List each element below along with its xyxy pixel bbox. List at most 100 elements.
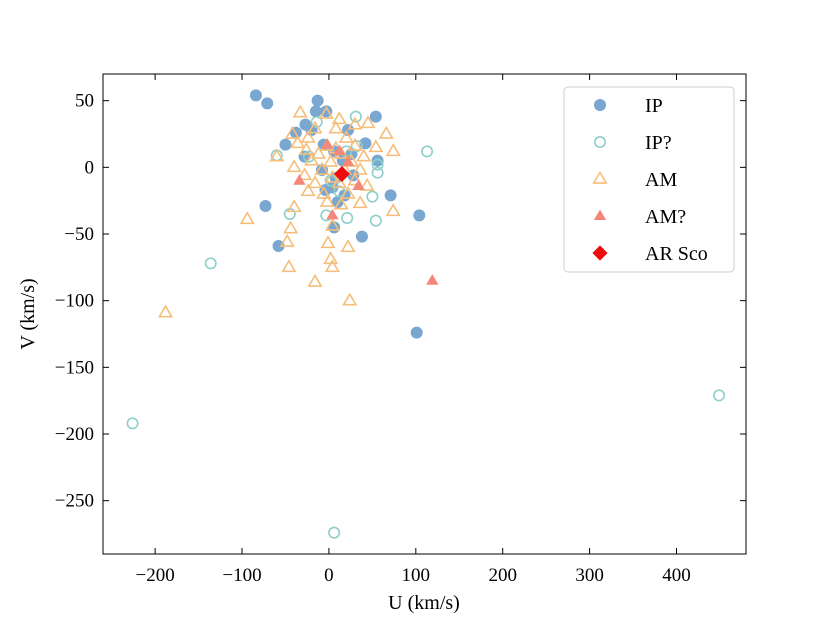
am-point: [356, 148, 372, 162]
am-point: [331, 175, 347, 189]
legend-ar-sco-marker: [592, 245, 608, 261]
ticks-layer: −200 −100 0 100 200 300 400500−50−100−150−200−…: [55, 74, 746, 586]
y-tick-label: −250: [55, 491, 94, 512]
am-point: [297, 167, 313, 181]
am-candidate-point: [333, 144, 346, 156]
am-point: [324, 259, 340, 273]
am-point: [359, 177, 375, 191]
am-candidate-point: [426, 274, 439, 285]
ip-candidate-point: [713, 389, 726, 402]
am-point: [298, 141, 314, 155]
am-point: [323, 251, 339, 265]
am-point: [279, 233, 295, 247]
am-point: [303, 152, 320, 166]
ip-point: [311, 94, 324, 107]
legend-ip-marker: [594, 99, 606, 111]
am-point: [292, 104, 308, 118]
ip-point: [410, 326, 423, 339]
legend-ip-label: IP: [645, 95, 663, 117]
am-point: [324, 217, 340, 231]
legend-am-marker: [592, 170, 608, 184]
ip-candidate-point: [302, 150, 315, 163]
ip-point: [369, 110, 382, 123]
x-tick-label: 0: [324, 565, 334, 586]
ip-candidate-point: [421, 145, 434, 158]
am-point: [340, 239, 356, 253]
legend-box: [563, 86, 735, 273]
am-point: [320, 235, 336, 249]
ip-candidate-point: [366, 190, 379, 203]
ip-candidate-point: [369, 214, 382, 227]
ip-candidate-point: [371, 158, 384, 171]
legend-ip-candidate-label: IP?: [645, 132, 672, 154]
am-point: [284, 125, 300, 139]
ip-point: [309, 105, 322, 118]
x-tick-label: 200: [488, 565, 517, 586]
am-point: [239, 211, 255, 225]
am-point: [307, 175, 323, 189]
plot-frame: [102, 73, 747, 555]
x-tick-label: 400: [662, 565, 691, 586]
am-point: [319, 193, 335, 207]
ip-point: [315, 164, 328, 176]
ip-candidate-point: [328, 526, 341, 539]
am-point: [286, 199, 302, 213]
legend-am-label: AM: [645, 169, 677, 191]
y-tick-label: −200: [55, 424, 94, 445]
am-point: [331, 111, 347, 125]
am-point: [385, 203, 401, 217]
x-axis-label: U (km/s): [388, 592, 460, 614]
legend-ar-sco-label: AR Sco: [645, 243, 708, 265]
ar-sco-point: [333, 166, 350, 182]
ip-candidate-point: [310, 116, 323, 129]
am-candidate-point: [326, 208, 339, 220]
am-point: [281, 259, 297, 273]
y-tick-label: −50: [64, 224, 94, 245]
am-point: [307, 273, 323, 287]
ip-candidate-point: [204, 257, 217, 270]
am-point: [283, 220, 299, 234]
am-point: [378, 125, 394, 139]
am-point: [328, 120, 344, 134]
ip-candidate-point: [126, 417, 139, 430]
ip-point: [371, 154, 384, 167]
am-point: [157, 304, 174, 318]
am-point: [318, 105, 334, 119]
ip-point: [384, 189, 397, 202]
am-point: [368, 139, 384, 153]
am-point: [352, 195, 368, 209]
am-point: [314, 161, 330, 175]
ip-candidate-point: [283, 208, 296, 221]
am-point: [385, 143, 401, 157]
ip-point: [249, 89, 262, 102]
am-point: [290, 135, 306, 149]
legend: IP IP? AM AM? AR Sco: [563, 86, 735, 273]
ip-candidate-point: [371, 166, 384, 179]
ip-point: [320, 105, 333, 118]
am-point: [338, 129, 354, 143]
am-candidate-point: [341, 155, 355, 167]
am-point: [342, 292, 358, 306]
x-tick-label: 300: [575, 565, 604, 586]
legend-am-candidate-label: AM?: [645, 206, 686, 228]
am-candidate-point: [293, 174, 306, 185]
am-point: [333, 196, 349, 210]
points-layer: [126, 89, 726, 539]
ip-point: [279, 138, 292, 151]
am-point: [286, 159, 302, 173]
am-point: [269, 148, 285, 162]
am-point: [347, 116, 363, 130]
x-tick-label: −100: [222, 565, 261, 586]
am-point: [300, 129, 316, 143]
y-tick-label: 50: [75, 91, 94, 112]
y-tick-label: −100: [55, 291, 94, 312]
am-point: [347, 172, 363, 186]
legend-am-candidate-marker: [593, 209, 607, 221]
am-point: [316, 185, 332, 199]
am-point: [323, 153, 339, 167]
x-tick-label: −200: [136, 565, 175, 586]
ip-point: [272, 240, 285, 252]
am-point: [310, 145, 327, 159]
ip-point: [413, 209, 426, 222]
